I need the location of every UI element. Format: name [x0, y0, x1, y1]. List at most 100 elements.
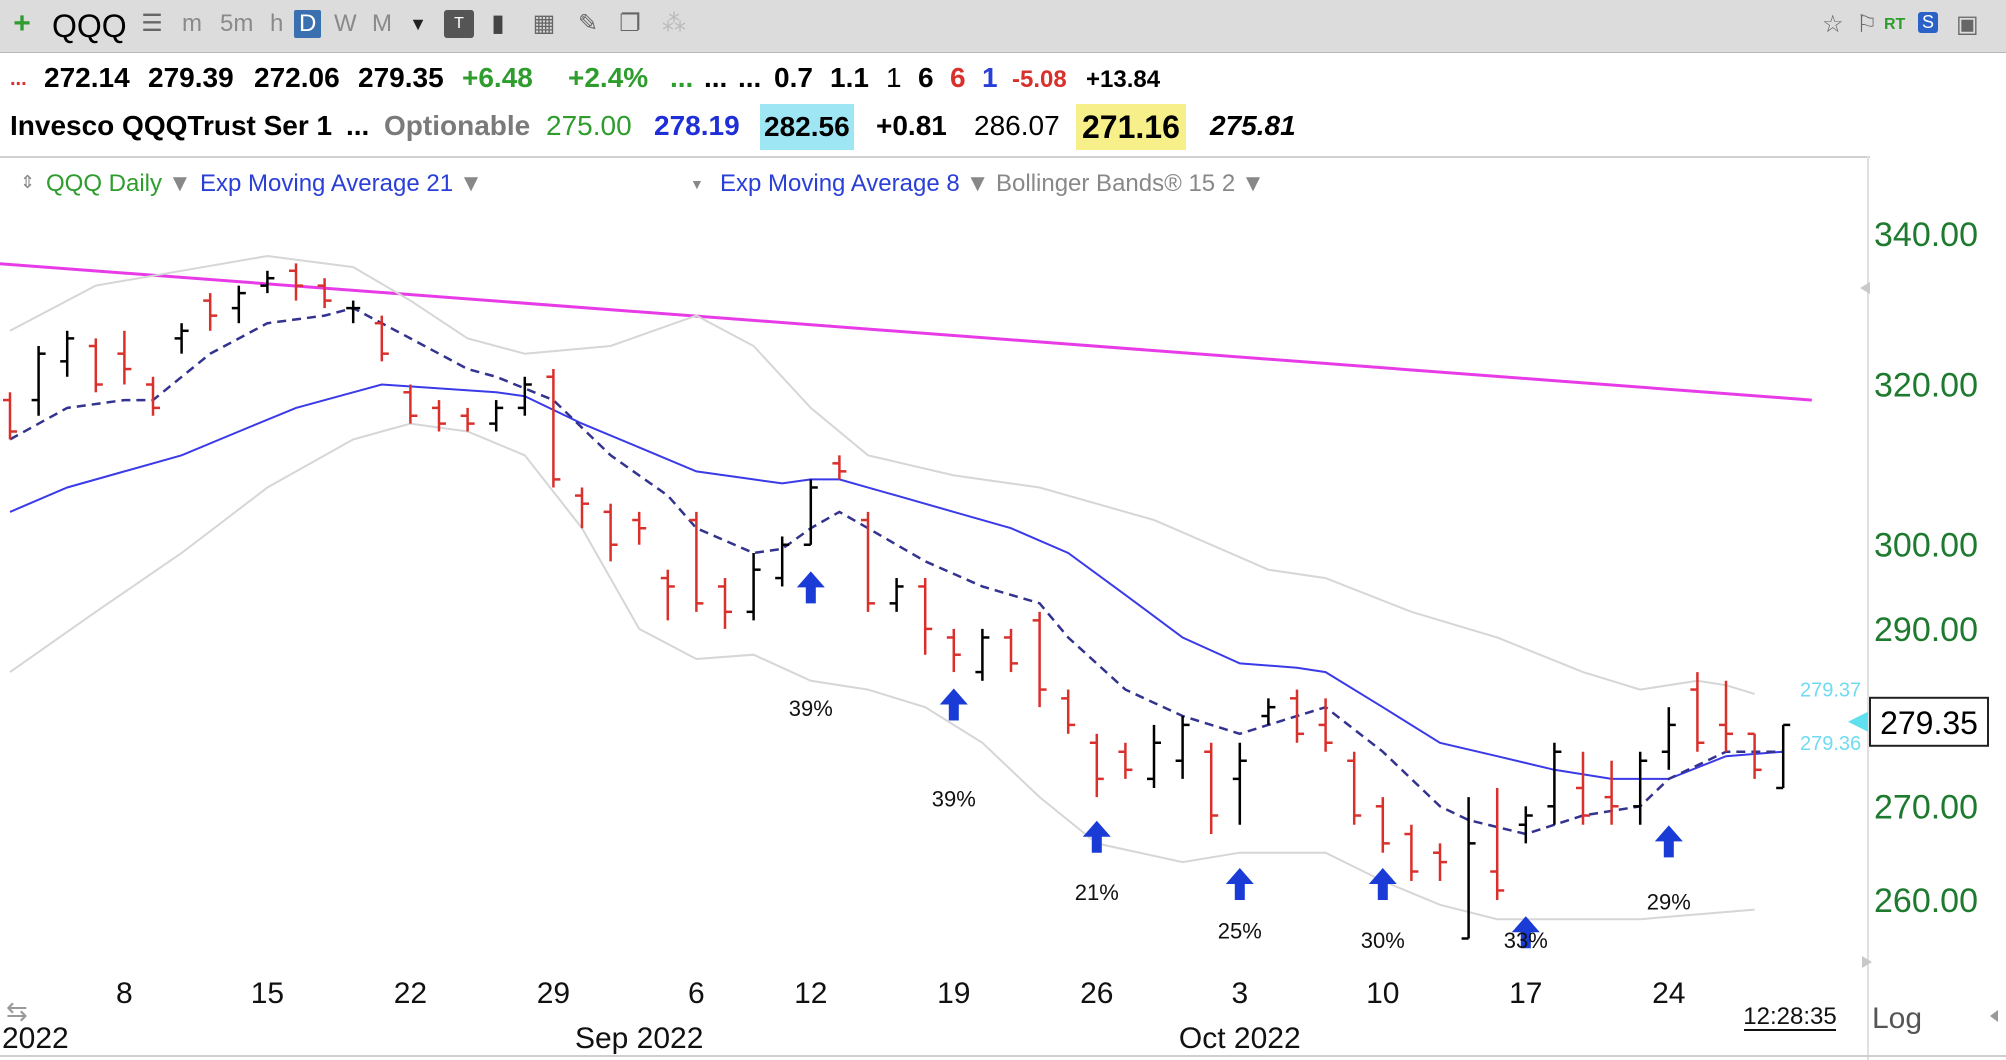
quote-line-2: Invesco QQQTrust Ser 1 ... Optionable 27…	[0, 104, 2006, 152]
dots-red: ...	[10, 68, 27, 90]
timeframe-weekly[interactable]: W	[334, 10, 357, 37]
time-label: 12:28:35	[1743, 1003, 1836, 1030]
percent-label: 33%	[1504, 928, 1548, 953]
y-tick-label: 260.00	[1874, 882, 1978, 920]
up-arrow-icon	[1511, 916, 1540, 949]
price-4: +0.81	[876, 110, 947, 141]
month-label: Oct 2022	[1179, 1022, 1301, 1055]
up-arrow-icon	[1368, 868, 1397, 900]
x-tick-label: 10	[1366, 977, 1399, 1010]
bars-icon[interactable]: ▮	[491, 10, 505, 37]
count-1: 1	[886, 62, 902, 93]
table-icon[interactable]: ▦	[532, 10, 556, 37]
x-tick-label: 6	[688, 977, 705, 1010]
price-7: 275.81	[1210, 110, 1296, 141]
bollinger-lower-line	[9, 422, 1755, 921]
copy-icon[interactable]: ❐	[619, 10, 641, 37]
timeframe-hour[interactable]: h	[270, 10, 284, 37]
share-icon[interactable]: ⁂	[662, 10, 686, 37]
text-icon[interactable]: T	[444, 10, 474, 38]
high-price: 279.39	[148, 62, 234, 93]
price-6: 271.16	[1076, 104, 1186, 150]
y-tick-label: 300.00	[1874, 527, 1978, 565]
scroll-arrows-icon: ⇆	[6, 996, 28, 1026]
x-tick-label: 15	[251, 977, 284, 1010]
star-icon[interactable]: ☆	[1822, 11, 1844, 38]
last-price-box	[1869, 696, 1989, 747]
quote-line-1: ... 272.14 279.39 272.06 279.35 +6.48 +2…	[0, 56, 2006, 100]
price-1: 275.00	[546, 110, 632, 141]
toolbar: + QQQ ☰ m 5m h D W M ▼ T ▮ ▦ ✎ ❐ ⁂ ☆ ⚐ R…	[0, 0, 2006, 53]
y-tick-label: 340.00	[1874, 216, 1978, 254]
drag-handle-icon[interactable]: ⇕	[20, 172, 36, 192]
chevron-down-icon: ▼	[965, 170, 990, 197]
up-arrow-icon	[1225, 868, 1254, 900]
count-6: 6	[918, 62, 934, 93]
x-tick-label: 22	[394, 977, 427, 1010]
value-pos: +13.84	[1086, 66, 1161, 93]
legend-ema8[interactable]: Exp Moving Average 8 ▼	[720, 170, 989, 198]
timeframe-daily[interactable]: D	[294, 10, 322, 38]
y-tick-label: 290.00	[1874, 611, 1978, 649]
symbol-input[interactable]: QQQ	[52, 8, 127, 44]
plus-icon[interactable]: +	[13, 7, 31, 40]
rt-icon[interactable]: RT	[1884, 16, 1906, 33]
y-tick-label: 270.00	[1874, 788, 1978, 826]
price-5: 286.07	[974, 110, 1060, 141]
x-tick-label: 17	[1509, 977, 1542, 1010]
count-1-blue: 1	[982, 62, 998, 93]
value-neg: -5.08	[1012, 66, 1067, 93]
legend-series-label: QQQ Daily	[46, 170, 163, 197]
legend-ema8-label: Exp Moving Average 8	[720, 170, 960, 197]
legend-series[interactable]: QQQ Daily ▼	[46, 170, 192, 198]
x-tick-label: 8	[116, 977, 133, 1010]
chevron-down-icon: ▼	[1241, 170, 1265, 197]
open-price: 272.14	[44, 62, 130, 93]
up-arrow-icon	[1082, 820, 1111, 853]
y-tick-label: 320.00	[1874, 367, 1978, 405]
chevron-down-icon: ▼	[459, 170, 483, 197]
dots-green: ...	[670, 62, 694, 93]
x-tick-label: 12	[794, 977, 827, 1010]
bollinger-upper-line	[9, 254, 1755, 695]
trendline	[0, 262, 1812, 402]
legend-bollinger-label: Bollinger Bands® 15 2	[996, 170, 1236, 197]
flag-icon[interactable]: ⚐	[1856, 11, 1878, 38]
x-tick-label: 26	[1080, 977, 1113, 1010]
legend-ema21-label: Exp Moving Average 21	[200, 170, 454, 197]
last-price-pointer-icon	[1848, 711, 1868, 732]
chevron-down-icon[interactable]: ▼	[409, 14, 427, 34]
up-arrow-icon	[1654, 825, 1683, 858]
save-icon[interactable]: ▣	[1956, 11, 1979, 38]
chevron-down-icon[interactable]: ▼	[690, 176, 704, 192]
legend-ema21[interactable]: Exp Moving Average 21 ▼	[200, 170, 483, 198]
percent-label: 39%	[932, 786, 976, 811]
instrument-name: Invesco QQQTrust Ser 1	[10, 110, 333, 141]
low-price: 272.06	[254, 62, 340, 93]
count-6-red: 6	[950, 62, 966, 93]
x-tick-label: 19	[937, 977, 970, 1010]
percent-label: 29%	[1647, 890, 1691, 915]
legend-bollinger[interactable]: Bollinger Bands® 15 2 ▼	[996, 170, 1265, 198]
list-icon[interactable]: ☰	[141, 10, 163, 37]
up-arrow-icon	[939, 688, 968, 721]
s-icon[interactable]: S	[1918, 12, 1939, 33]
x-tick-label: 3	[1231, 977, 1248, 1010]
change-value: +6.48	[462, 62, 533, 93]
scroll-marker-icon	[1860, 282, 1870, 294]
timeframe-minute[interactable]: m	[182, 10, 202, 37]
scroll-left-icon	[1990, 1010, 1998, 1022]
optionable-label: Optionable	[384, 110, 531, 141]
timeframe-5min[interactable]: 5m	[220, 10, 254, 37]
value-0-7: 0.7	[774, 62, 813, 93]
ema-label-lower: 279.36	[1800, 733, 1861, 755]
pencil-icon[interactable]: ✎	[577, 10, 599, 37]
price-3: 282.56	[760, 104, 854, 150]
timeframe-monthly[interactable]: M	[372, 10, 392, 37]
name-dots: ...	[346, 110, 370, 141]
value-1-1: 1.1	[830, 62, 869, 93]
percent-label: 39%	[789, 696, 833, 721]
ema-label-upper: 279.37	[1800, 680, 1861, 702]
month-label: 2022	[2, 1022, 69, 1055]
